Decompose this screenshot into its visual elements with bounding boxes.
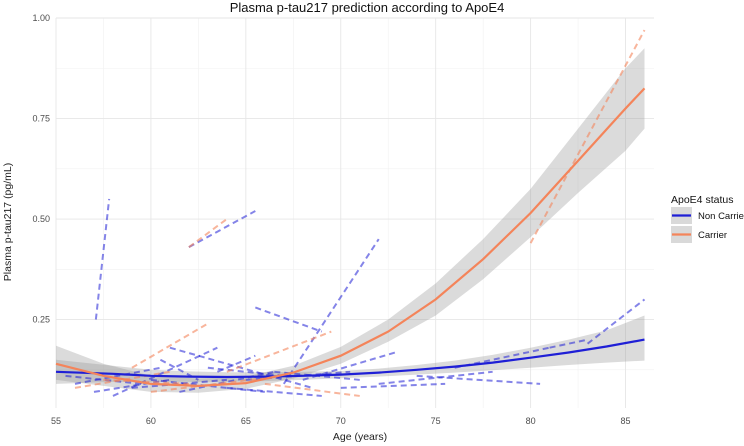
y-axis-label: Plasma p-tau217 (pg/mL)	[2, 163, 14, 281]
y-tick-label: 0.75	[32, 114, 50, 124]
fit-line-carrier	[55, 87, 646, 388]
trajectory-non-carrier	[74, 366, 161, 385]
trajectory-carrier	[131, 322, 209, 369]
x-tick-label: 70	[336, 416, 346, 426]
trajectory-carrier	[188, 218, 228, 248]
legend-title: ApoE4 status	[671, 194, 733, 206]
trajectory-non-carrier	[378, 370, 493, 385]
trajectory-carrier	[264, 382, 360, 397]
chart-title: Plasma p-tau217 prediction according to …	[230, 0, 505, 15]
y-tick-label: 0.50	[32, 214, 50, 224]
trajectory-non-carrier	[207, 366, 284, 377]
trajectory-non-carrier	[216, 354, 256, 373]
confidence-bands	[56, 48, 645, 393]
fit-line-non-carrier	[55, 338, 645, 379]
trajectory-non-carrier	[549, 338, 588, 349]
band-non-carrier	[56, 315, 645, 384]
legend: ApoE4 status Non Carrier Carrier	[671, 194, 744, 243]
y-tick-label: 0.25	[32, 315, 50, 325]
trajectory-non-carrier	[340, 382, 446, 389]
trajectory-non-carrier	[188, 210, 256, 249]
trajectory-non-carrier	[179, 370, 275, 393]
trajectory-non-carrier	[65, 374, 142, 385]
trajectory-non-carrier	[586, 298, 646, 345]
legend-item-non-carrier: Non Carrier	[671, 207, 744, 224]
x-axis-label: Age (years)	[333, 431, 387, 443]
trajectory-non-carrier	[94, 198, 111, 320]
trajectory-non-carrier	[169, 346, 313, 389]
x-tick-label: 80	[526, 416, 536, 426]
x-axis-ticks: 55 60 65 70 75 80 85	[51, 416, 631, 426]
x-tick-label: 60	[146, 416, 156, 426]
legend-label-carrier: Carrier	[698, 230, 727, 241]
grid	[55, 17, 654, 408]
x-tick-label: 65	[241, 416, 251, 426]
trajectory-carrier	[529, 29, 646, 244]
trajectory-non-carrier	[302, 350, 398, 381]
band-carrier	[56, 48, 645, 393]
trajectory-non-carrier	[254, 306, 323, 333]
trajectory-non-carrier	[454, 346, 550, 369]
trajectory-non-carrier	[150, 378, 265, 393]
trajectory-non-carrier	[282, 238, 380, 385]
legend-label-non-carrier: Non Carrier	[698, 211, 744, 222]
trajectory-non-carrier	[226, 386, 322, 397]
trajectory-non-carrier	[416, 374, 541, 385]
trajectory-non-carrier	[131, 378, 227, 389]
y-tick-label: 1.00	[32, 13, 50, 23]
x-tick-label: 85	[621, 416, 631, 426]
trajectory-carrier	[226, 330, 332, 373]
x-tick-label: 55	[51, 416, 61, 426]
y-axis-ticks: 0.25 0.50 0.75 1.00	[32, 13, 50, 325]
legend-item-carrier: Carrier	[671, 226, 727, 243]
x-tick-label: 75	[431, 416, 441, 426]
fitted-lines	[55, 87, 646, 388]
trajectory-carrier	[74, 370, 171, 389]
trajectory-carrier	[103, 378, 189, 385]
